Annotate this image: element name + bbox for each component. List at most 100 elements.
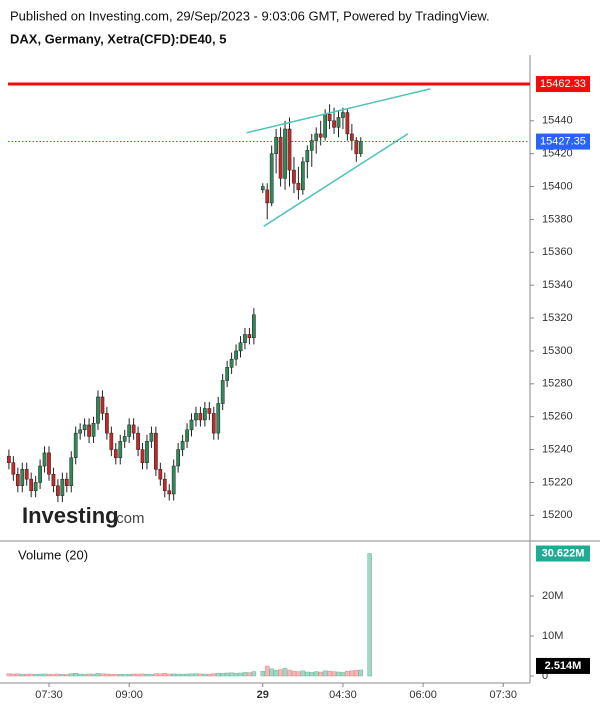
- candle-body: [118, 441, 123, 459]
- volume-bar: [189, 673, 194, 677]
- candle-body: [318, 133, 323, 138]
- volume-ma-label: 2.514M: [545, 660, 582, 672]
- candle-body: [301, 161, 305, 191]
- volume-bar: [73, 672, 78, 677]
- candle-body: [314, 133, 319, 141]
- x-tick-label: 06:00: [409, 689, 437, 701]
- volume-bar: [131, 673, 136, 677]
- candle-body: [238, 342, 243, 352]
- y-tick-label: 15420: [542, 148, 573, 160]
- volume-last-label: 30.622M: [542, 547, 585, 559]
- volume-bar: [118, 674, 123, 677]
- y-tick-label: 10M: [542, 630, 563, 642]
- volume-bar: [207, 673, 212, 677]
- volume-bar: [358, 669, 364, 677]
- candle-body: [234, 350, 238, 360]
- watermark-brand: Investing: [22, 503, 119, 528]
- candle-body: [345, 112, 350, 135]
- candle-body: [287, 128, 292, 171]
- candle-body: [171, 465, 176, 495]
- volume-bar: [220, 672, 225, 677]
- y-tick-label: 15360: [542, 246, 573, 258]
- volume-bar: [278, 669, 283, 677]
- volume-bar: [158, 673, 163, 677]
- volume-bar: [215, 673, 221, 677]
- volume-bar: [24, 673, 29, 677]
- volume-bar: [69, 673, 74, 677]
- y-tick-label: 15400: [542, 180, 573, 192]
- candle-body: [127, 424, 132, 437]
- candle-body: [278, 136, 283, 179]
- candle-body: [131, 424, 136, 434]
- price-label-box: [536, 133, 590, 150]
- symbol-title: DAX, Germany, Xetra(CFD):DE40, 5: [10, 31, 227, 46]
- candle-body: [332, 120, 336, 128]
- candle-body: [220, 380, 225, 404]
- volume-bar: [42, 673, 47, 677]
- volume-bar: [171, 673, 176, 677]
- volume-bar: [153, 673, 159, 677]
- x-tick-label: 09:00: [115, 689, 143, 701]
- volume-bar: [313, 671, 319, 677]
- candle-body: [185, 429, 189, 442]
- volume-bar: [180, 673, 185, 677]
- volume-bar: [144, 673, 150, 677]
- volume-bar: [233, 672, 239, 677]
- volume-bar: [175, 673, 181, 677]
- volume-bar: [113, 674, 119, 677]
- volume-bar: [260, 670, 266, 677]
- y-tick-label: 15220: [542, 476, 573, 488]
- candle-body: [341, 112, 345, 118]
- volume-bar: [264, 665, 270, 677]
- volume-bar: [367, 553, 372, 677]
- y-tick-label: 15440: [542, 115, 573, 127]
- volume-bar: [100, 673, 105, 677]
- volume-bar: [37, 673, 43, 677]
- candle-body: [207, 408, 212, 414]
- candle-body: [56, 485, 60, 496]
- candle-body: [247, 334, 252, 339]
- x-tick-label: 29: [257, 689, 269, 701]
- candle-body: [82, 424, 87, 431]
- candle-body: [78, 429, 83, 434]
- volume-bar: [184, 673, 190, 677]
- volume-bar: [162, 673, 168, 677]
- y-tick-label: 15300: [542, 345, 573, 357]
- candle-body: [198, 413, 203, 421]
- volume-bar: [104, 673, 110, 677]
- price-label-box: [536, 76, 590, 93]
- candle-body: [229, 358, 234, 368]
- volume-bar: [269, 668, 274, 677]
- candle-body: [145, 441, 149, 463]
- candle-body: [47, 452, 51, 475]
- candle-body: [203, 408, 207, 421]
- volume-bar: [166, 673, 172, 677]
- y-tick-label: 15280: [542, 378, 573, 390]
- trendline: [263, 133, 409, 227]
- volume-bar: [211, 673, 217, 677]
- candle-body: [296, 182, 301, 191]
- candle-body: [158, 469, 163, 480]
- volume-bar: [198, 673, 203, 677]
- candle-body: [336, 117, 341, 128]
- candle-body: [109, 432, 114, 450]
- candle-body: [243, 334, 247, 343]
- candle-body: [180, 441, 185, 450]
- volume-bar: [60, 673, 65, 677]
- volume-bar: [340, 672, 346, 677]
- volume-bar: [322, 670, 328, 677]
- candle-body: [260, 186, 265, 191]
- candle-body: [167, 490, 172, 495]
- candle-body: [91, 423, 96, 437]
- published-note: Published on Investing.com, 29/Sep/2023 …: [10, 8, 490, 23]
- volume-bar: [354, 670, 359, 677]
- volume-ma-label-box: [536, 657, 590, 674]
- candle-body: [154, 432, 158, 470]
- volume-bar: [126, 673, 132, 677]
- candle-body: [69, 457, 74, 486]
- candle-body: [33, 482, 38, 491]
- volume-bar: [64, 674, 70, 677]
- volume-bar: [345, 670, 350, 677]
- volume-bar: [318, 671, 323, 677]
